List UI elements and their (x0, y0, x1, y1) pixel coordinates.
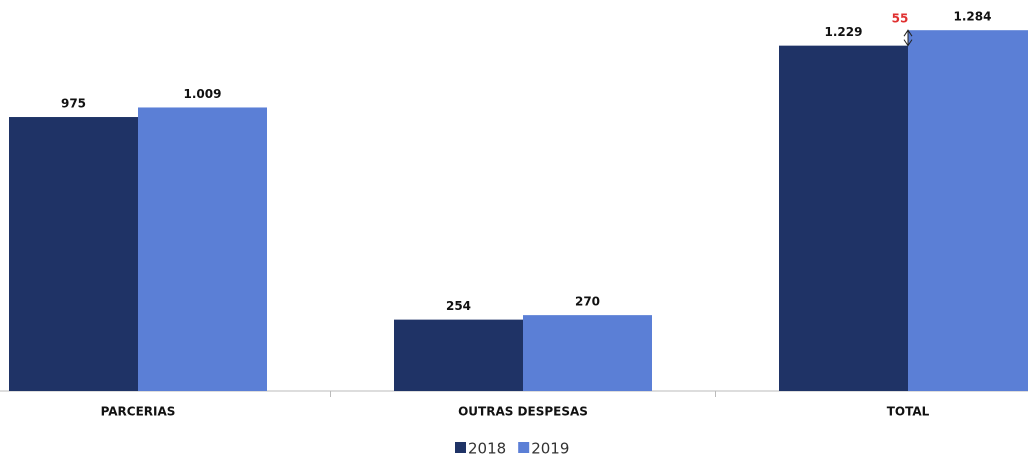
value-label: 254 (446, 299, 471, 313)
legend-swatch (518, 442, 530, 453)
bar (779, 45, 908, 391)
bar (908, 30, 1028, 392)
legend-swatch (455, 442, 466, 453)
x-tick-label: OUTRAS DESPESAS (458, 405, 588, 419)
value-label: 1.009 (184, 87, 222, 101)
bar (394, 319, 523, 391)
value-label: 270 (575, 295, 600, 309)
value-label: 1.229 (825, 25, 863, 39)
value-label: 975 (61, 97, 86, 111)
bar (523, 315, 652, 391)
bar (9, 117, 138, 392)
x-tick-label: TOTAL (887, 405, 930, 419)
legend-label: 2018 (468, 440, 506, 458)
value-label: 1.284 (954, 10, 992, 24)
x-tick-label: PARCERIAS (101, 405, 176, 419)
legend-label: 2019 (531, 440, 569, 458)
bar (138, 107, 267, 391)
arrow-head (903, 29, 913, 47)
difference-label: 55 (892, 12, 909, 26)
